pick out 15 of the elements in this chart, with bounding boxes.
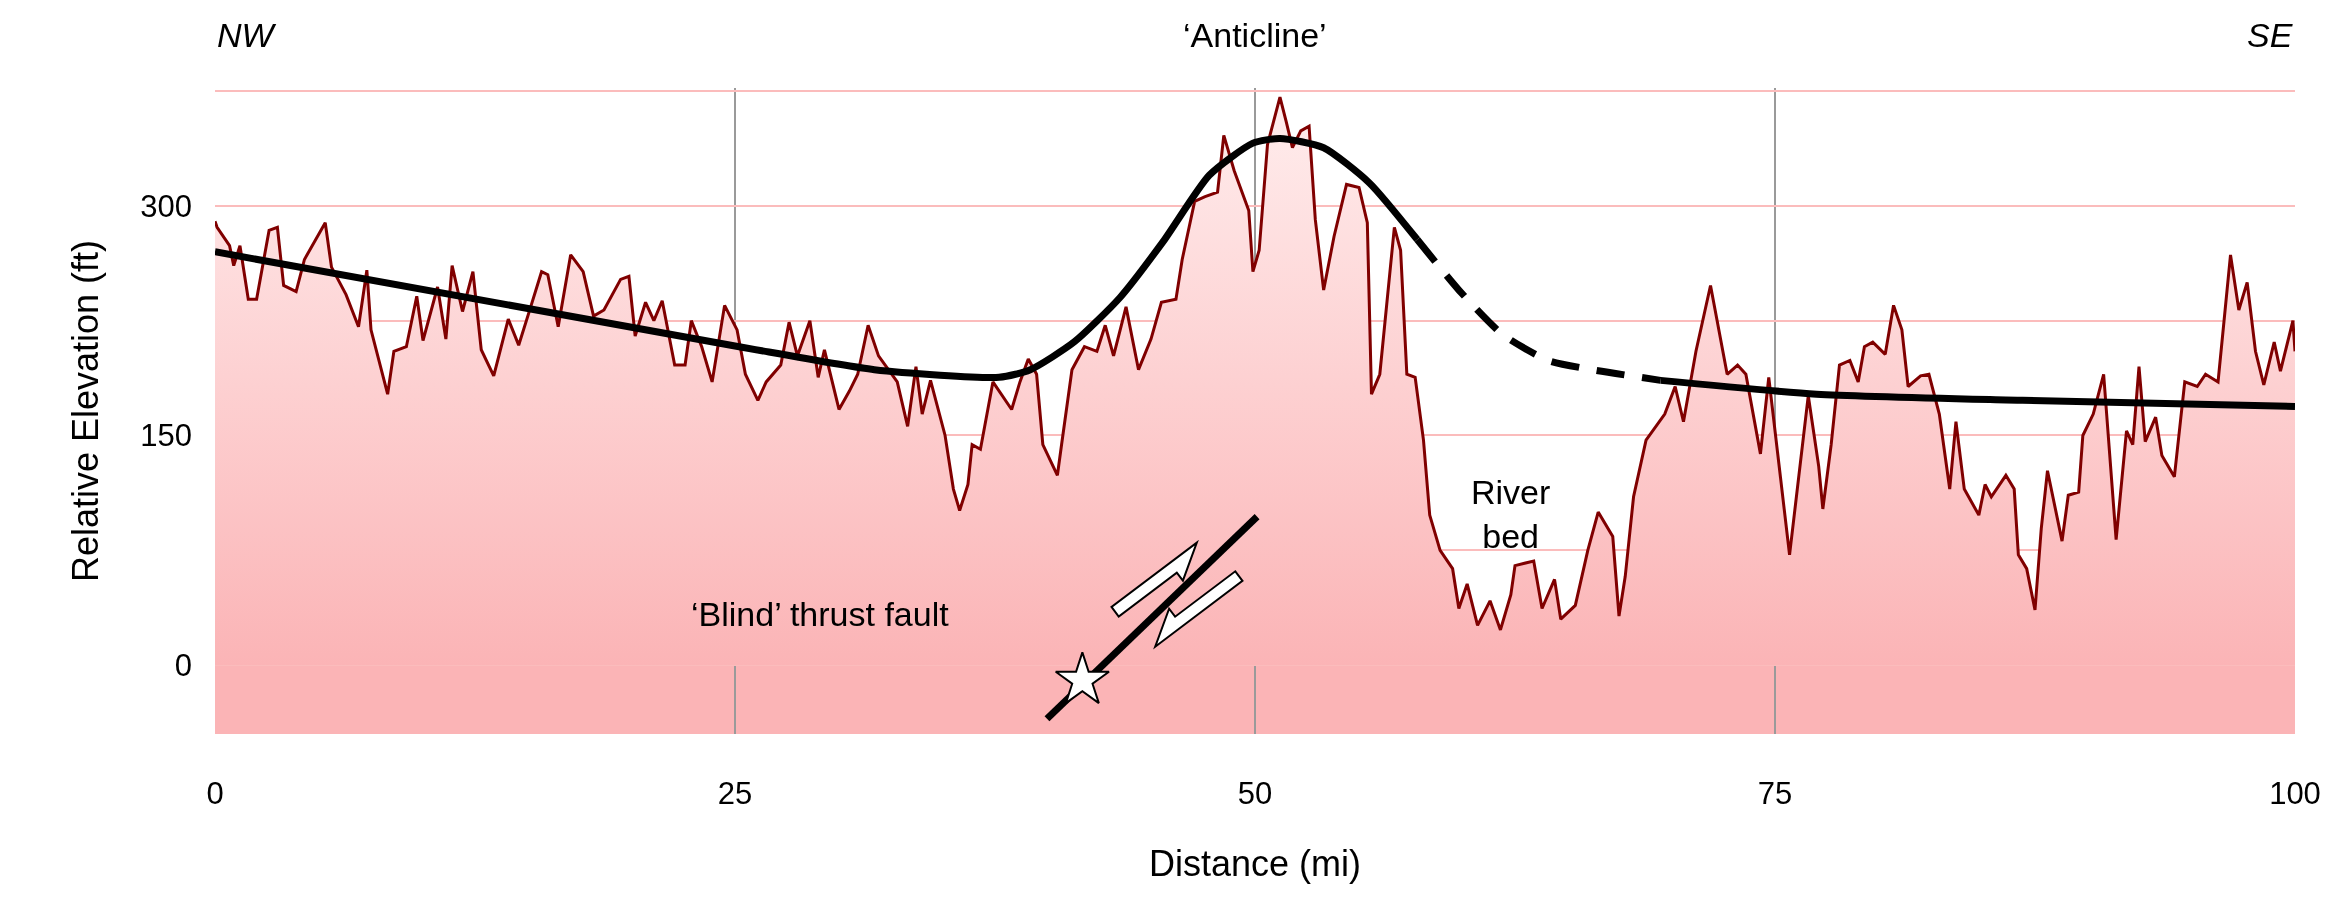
y-tick-label: 300 bbox=[140, 188, 192, 224]
text: NW bbox=[217, 16, 277, 54]
x-tick-label: 75 bbox=[1757, 776, 1793, 811]
x-tick-label: 50 bbox=[1237, 776, 1273, 811]
x-tick-label: 25 bbox=[717, 776, 753, 811]
x-tick-label: 0 bbox=[206, 776, 224, 811]
x-tick-label: 100 bbox=[2269, 776, 2321, 811]
annotation: ‘Blind’ thrust fault bbox=[691, 595, 950, 633]
y-axis-title: Relative Elevation (ft) bbox=[65, 239, 107, 583]
text: ‘Anticline’ bbox=[1183, 16, 1327, 54]
text: SE bbox=[2247, 16, 2293, 54]
y-tick-label: 0 bbox=[174, 647, 192, 683]
x-axis-title: Distance (mi) bbox=[1148, 842, 1362, 884]
annotation: River bed bbox=[1471, 473, 1551, 556]
y-tick-label: 150 bbox=[140, 418, 192, 454]
